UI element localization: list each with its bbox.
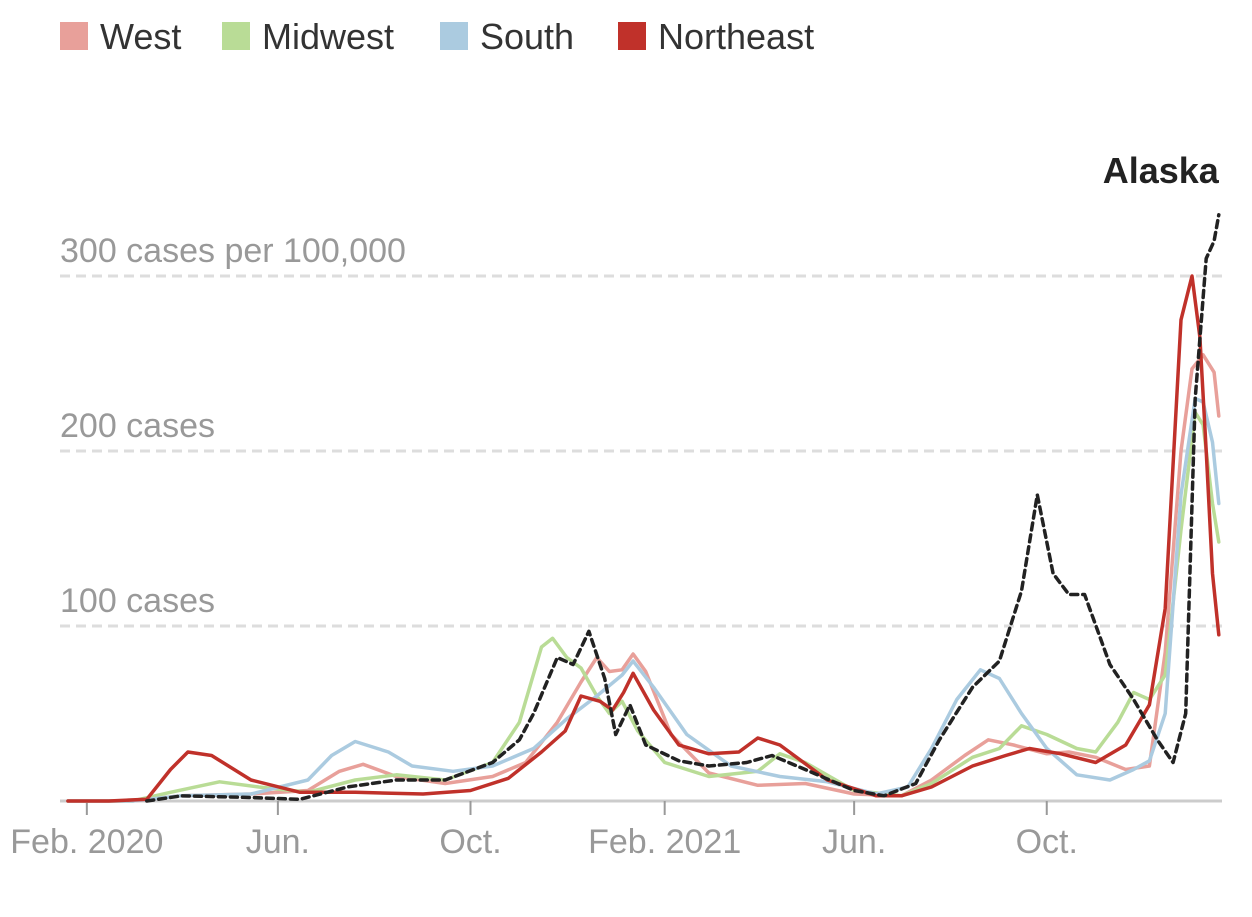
series-line-alaska (145, 213, 1221, 803)
y-tick-label-100: 100 cases (60, 582, 215, 620)
x-tick-label-2: Oct. (439, 823, 501, 861)
series-line-west (66, 353, 1221, 803)
series-lines (66, 213, 1221, 803)
legend-label-northeast: Northeast (658, 16, 814, 57)
annotation-alaska: Alaska (1103, 150, 1220, 191)
x-axis: Feb. 2020 Jun. Oct. Feb. 2021 Jun. Oct. (10, 799, 1222, 861)
legend-label-west: West (100, 16, 181, 57)
legend-item-northeast: Northeast (618, 16, 814, 57)
legend-label-south: South (480, 16, 574, 57)
legend-swatch-northeast (618, 22, 646, 50)
series-line-south (66, 396, 1221, 803)
legend-item-south: South (440, 16, 574, 57)
legend-label-midwest: Midwest (262, 16, 394, 57)
legend-swatch-west (60, 22, 88, 50)
legend: West Midwest South Northeast (60, 16, 814, 57)
annotations: Alaska (1103, 150, 1220, 191)
x-tick-label-3: Feb. 2021 (588, 823, 741, 861)
legend-swatch-south (440, 22, 468, 50)
y-tick-label-200: 200 cases (60, 407, 215, 445)
y-tick-label-300: 300 cases per 100,000 (60, 232, 406, 270)
legend-item-midwest: Midwest (222, 16, 394, 57)
x-tick-label-5: Oct. (1016, 823, 1078, 861)
x-tick-label-0: Feb. 2020 (10, 823, 163, 861)
legend-item-west: West (60, 16, 181, 57)
x-tick-label-4: Jun. (822, 823, 886, 861)
gridlines: 100 cases 200 cases 300 cases per 100,000 (60, 232, 1222, 628)
series-line-midwest (66, 410, 1221, 803)
legend-swatch-midwest (222, 22, 250, 50)
x-tick-label-1: Jun. (246, 823, 310, 861)
series-line-northeast (66, 274, 1221, 803)
